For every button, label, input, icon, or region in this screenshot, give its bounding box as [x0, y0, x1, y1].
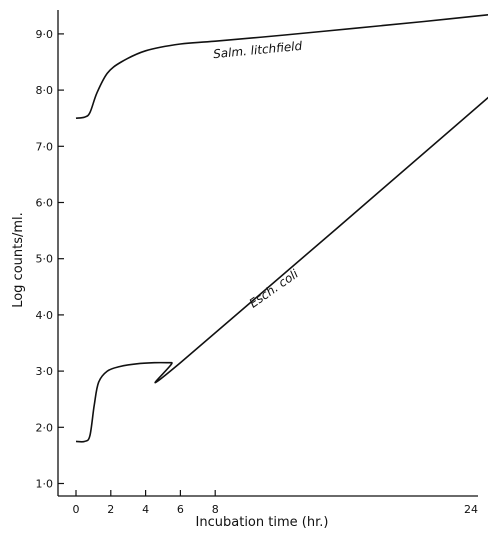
y-axis-title: Log counts/ml.	[11, 212, 26, 308]
y-tick-label: 8·0	[36, 84, 54, 97]
series-line-esch-coli	[75, 96, 488, 443]
y-tick-label: 9·0	[36, 28, 54, 41]
y-ticks: 1·0 2·0 3·0 4·0 5·0 6·0 7·0 8·0 9·0	[36, 28, 64, 491]
y-tick-label: 6·0	[36, 197, 54, 210]
series-label-esch-coli: Esch. coli	[247, 266, 302, 310]
x-axis-title: Incubation time (hr.)	[196, 515, 329, 530]
series-label-salm-litchfield: Salm. litchfield	[213, 39, 304, 62]
y-tick-label: 2·0	[36, 421, 54, 434]
x-tick-label: 4	[142, 503, 149, 516]
y-tick-label: 5·0	[36, 253, 54, 266]
series-line-salm-litchfield	[75, 13, 488, 119]
series-lines	[75, 13, 488, 443]
y-tick-label: 3·0	[36, 365, 54, 378]
y-tick-label: 7·0	[36, 140, 54, 153]
x-tick-label: 0	[73, 503, 80, 516]
y-tick-label: 1·0	[36, 478, 54, 491]
chart-axes	[57, 10, 478, 497]
x-tick-label: 8	[212, 503, 219, 516]
x-tick-label: 6	[177, 503, 184, 516]
y-tick-label: 4·0	[36, 309, 54, 322]
x-ticks: 0 2 4 6 8 24	[73, 490, 478, 516]
x-tick-label: 2	[107, 503, 114, 516]
x-tick-label: 24	[464, 503, 478, 516]
